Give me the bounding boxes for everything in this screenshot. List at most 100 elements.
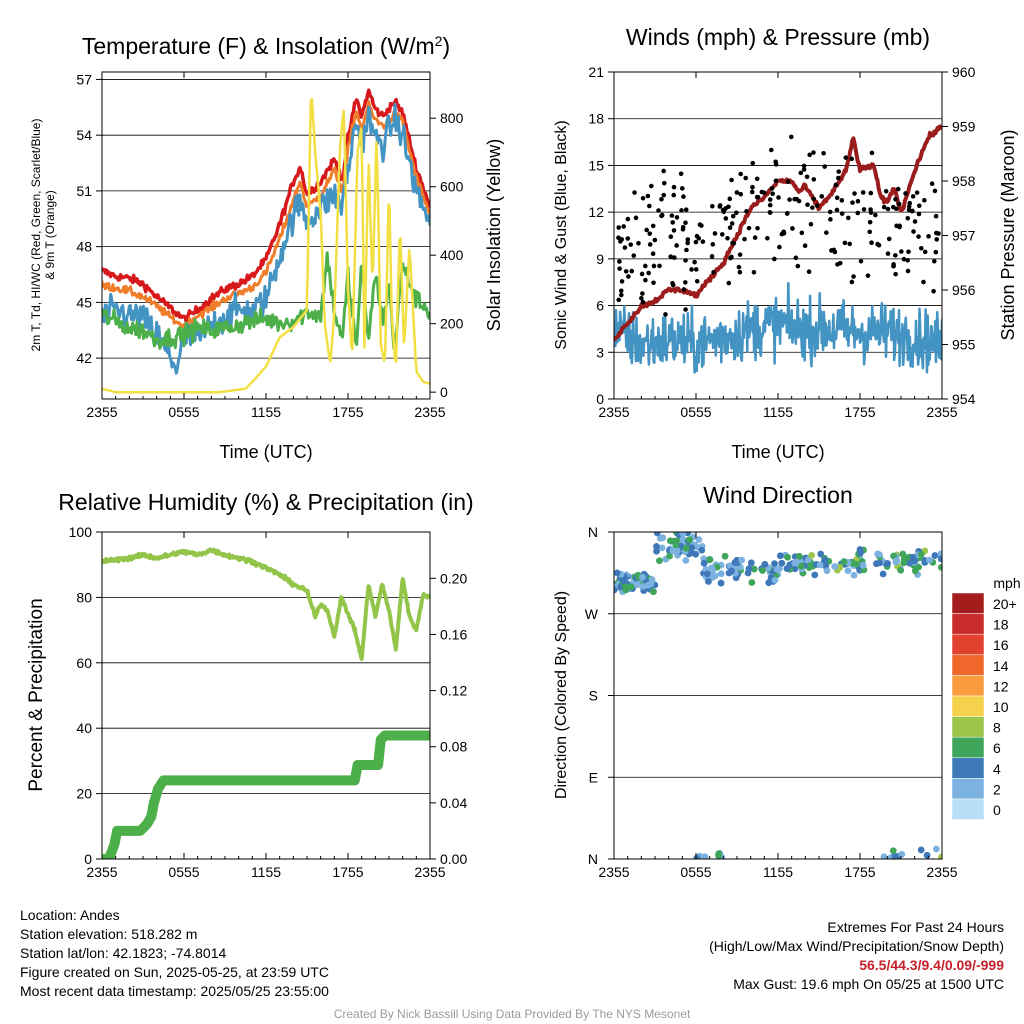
wind-gust-point bbox=[647, 203, 652, 209]
wind-gust-point bbox=[805, 202, 810, 208]
wind-gust-point bbox=[750, 160, 756, 166]
wind-gust-point bbox=[850, 200, 855, 205]
wind-gust-point bbox=[683, 280, 688, 285]
direction-point bbox=[705, 578, 712, 585]
wind-gust-point bbox=[931, 288, 936, 294]
direction-point bbox=[816, 561, 824, 569]
wind-gust-point bbox=[670, 220, 676, 225]
speed-legend-label: 14 bbox=[993, 658, 1009, 674]
temperature-series-line bbox=[102, 100, 430, 331]
wind-gust-point bbox=[922, 197, 927, 203]
wind-gust-point bbox=[802, 243, 808, 249]
wind-gust-point bbox=[836, 169, 842, 174]
direction-point bbox=[778, 559, 786, 567]
wind-gust-point bbox=[640, 291, 645, 296]
humidity-left-ytick-label: 40 bbox=[76, 720, 92, 736]
wind-title: Winds (mph) & Pressure (mb) bbox=[626, 24, 930, 50]
temperature-left-ytick-label: 57 bbox=[76, 71, 92, 87]
wind-gust-point bbox=[772, 256, 777, 262]
direction-point bbox=[622, 586, 630, 594]
wind-gust-point bbox=[932, 258, 937, 264]
wind-gust-point bbox=[881, 204, 887, 210]
wind-gust-point bbox=[765, 235, 770, 241]
direction-point bbox=[893, 557, 901, 565]
wind-gust-point bbox=[861, 207, 867, 212]
direction-point bbox=[658, 544, 666, 552]
humidity-right-ytick-label: 0.16 bbox=[440, 626, 467, 642]
direction-point bbox=[937, 550, 942, 558]
wind-gust-point bbox=[845, 215, 851, 221]
wind-right-ytick-label: 954 bbox=[952, 391, 976, 407]
direction-point bbox=[795, 552, 803, 560]
direction-xtick-label: 2355 bbox=[598, 864, 629, 880]
wind-gust-point bbox=[683, 220, 688, 226]
direction-point bbox=[738, 556, 746, 564]
wind-gust-point bbox=[721, 209, 727, 215]
wind-gust-point bbox=[828, 217, 833, 222]
direction-point bbox=[639, 582, 646, 590]
wind-gust-point bbox=[906, 204, 912, 209]
wind-gust-point bbox=[730, 213, 736, 219]
wind-gust-point bbox=[855, 210, 861, 216]
temperature-panel: Temperature (F) & Insolation (W/m2) 2355 0… bbox=[29, 33, 504, 462]
direction-point bbox=[784, 553, 791, 561]
direction-point bbox=[856, 546, 864, 553]
wind-gust-point bbox=[621, 224, 626, 229]
wind-gust-point bbox=[749, 189, 755, 195]
station-elevation: Station elevation: 518.282 m bbox=[20, 926, 198, 942]
wind-gust-point bbox=[629, 268, 635, 274]
credit-line: Created By Nick Bassill Using Data Provi… bbox=[333, 1007, 691, 1021]
wind-gust-point bbox=[773, 162, 779, 167]
wind-gust-point bbox=[860, 190, 866, 195]
wind-gust-point bbox=[896, 201, 902, 207]
wind-gust-point bbox=[685, 237, 691, 242]
direction-point bbox=[898, 850, 906, 858]
wind-gust-point bbox=[694, 278, 700, 284]
wind-gust-point bbox=[755, 194, 761, 200]
wind-gust-point bbox=[795, 263, 801, 269]
wind-gust-point bbox=[725, 235, 730, 241]
wind-left-ytick-label: 21 bbox=[588, 64, 604, 80]
direction-point bbox=[897, 566, 905, 574]
wind-right-ytick-label: 960 bbox=[952, 64, 976, 80]
direction-point bbox=[937, 555, 942, 563]
humidity-left-ytick-label: 20 bbox=[76, 786, 92, 802]
wind-ylabel-right: Station Pressure (Maroon) bbox=[998, 129, 1018, 340]
wind-gust-point bbox=[851, 274, 856, 279]
direction-point bbox=[672, 542, 680, 549]
direction-point bbox=[679, 532, 687, 537]
wind-gust-point bbox=[839, 198, 845, 203]
direction-point bbox=[776, 552, 784, 560]
wind-gust-point bbox=[647, 242, 653, 247]
direction-point bbox=[693, 854, 701, 859]
temperature-series-line bbox=[102, 102, 430, 375]
direction-point bbox=[666, 537, 674, 545]
direction-point bbox=[937, 563, 942, 571]
wind-gust-point bbox=[901, 256, 907, 262]
wind-gust-point bbox=[618, 239, 623, 244]
extremes-title: Extremes For Past 24 Hours bbox=[827, 919, 1004, 935]
most-recent-data: Most recent data timestamp: 2025/05/25 2… bbox=[20, 983, 329, 999]
wind-gust-point bbox=[916, 203, 922, 209]
wind-gust-point bbox=[669, 213, 675, 218]
extremes-box: Extremes For Past 24 Hours (High/Low/Max… bbox=[709, 918, 1004, 994]
wind-gust-point bbox=[663, 312, 668, 317]
wind-gust-point bbox=[906, 249, 911, 255]
wind-gust-point bbox=[738, 191, 744, 197]
wind-gust-point bbox=[670, 282, 676, 288]
direction-ytick-label: S bbox=[589, 688, 598, 704]
temperature-xtick-label: 2355 bbox=[414, 404, 445, 420]
wind-gust-point bbox=[625, 216, 631, 222]
wind-gust-point bbox=[623, 269, 629, 274]
temperature-xtick-label: 2355 bbox=[86, 404, 117, 420]
direction-point bbox=[811, 571, 819, 579]
wind-gust-point bbox=[616, 297, 622, 303]
direction-point bbox=[653, 547, 660, 555]
wind-gust-point bbox=[801, 163, 807, 169]
wind-gust-point bbox=[911, 229, 916, 234]
wind-gust-point bbox=[752, 235, 758, 240]
direction-point bbox=[650, 588, 657, 596]
wind-gust-point bbox=[849, 279, 855, 285]
direction-point bbox=[721, 552, 729, 560]
